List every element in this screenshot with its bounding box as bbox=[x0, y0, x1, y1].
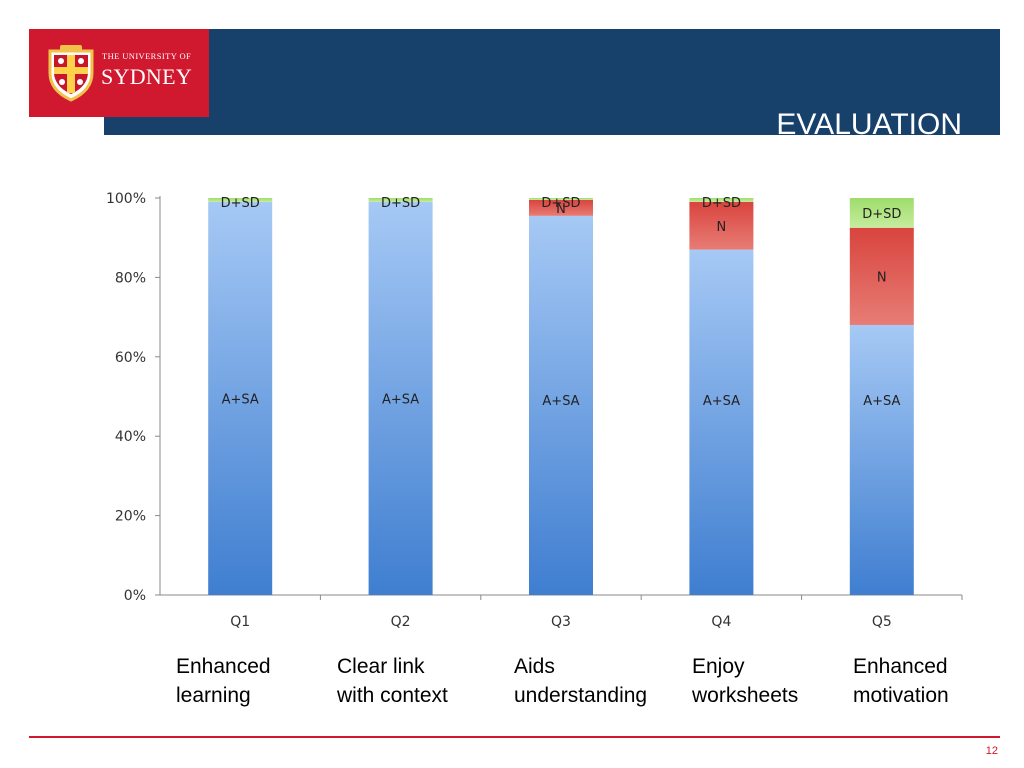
bar-segment-dsd-q2 bbox=[368, 198, 433, 202]
bar-segment-asa-q2 bbox=[368, 201, 433, 595]
x-tick-label: Q4 bbox=[711, 614, 731, 630]
category-description-q4: Enjoy worksheets bbox=[692, 655, 799, 707]
bar-segment-n-q4 bbox=[689, 201, 754, 250]
x-tick-label: Q5 bbox=[872, 614, 892, 630]
footer-divider bbox=[29, 736, 1000, 738]
university-logo: THE UNIVERSITY OF SYDNEY bbox=[29, 29, 209, 117]
bar-segment-n-q5 bbox=[849, 227, 914, 326]
segment-label-dsd-q2: D+SD bbox=[381, 196, 420, 211]
segment-label-n-q3: N bbox=[556, 202, 566, 217]
bar-segment-asa-q3 bbox=[529, 215, 593, 596]
category-description-q3: Aids understanding bbox=[514, 655, 648, 707]
y-tick-label: 80% bbox=[115, 270, 146, 286]
segment-label-dsd-q3: D+SD bbox=[541, 196, 580, 211]
segment-label-n-q4: N bbox=[717, 220, 727, 235]
segment-label-asa-q2: A+SA bbox=[382, 392, 419, 407]
bar-segment-dsd-q4 bbox=[689, 198, 754, 202]
category-description-q1: Enhanced learning bbox=[176, 655, 271, 707]
x-tick-label: Q2 bbox=[391, 614, 411, 630]
category-description-q5: Enhanced motivation bbox=[853, 655, 949, 707]
y-tick-label: 100% bbox=[106, 191, 146, 207]
segment-label-dsd-q1: D+SD bbox=[221, 196, 260, 211]
segment-label-asa-q5: A+SA bbox=[863, 394, 900, 409]
segment-label-dsd-q4: D+SD bbox=[702, 196, 741, 211]
bar-segment-n-q3 bbox=[529, 199, 593, 216]
x-tick-label: Q3 bbox=[551, 614, 571, 630]
y-tick-label: 60% bbox=[115, 350, 146, 366]
header-bar: EVALUATION bbox=[104, 29, 1000, 141]
crest-icon bbox=[48, 45, 94, 102]
segment-label-asa-q4: A+SA bbox=[703, 394, 740, 409]
y-tick-label: 40% bbox=[115, 429, 146, 445]
slide-title: EVALUATION bbox=[776, 108, 962, 141]
page-number: 12 bbox=[985, 745, 998, 757]
segment-label-dsd-q5: D+SD bbox=[862, 207, 901, 222]
category-description-q2: Clear link with context bbox=[337, 655, 448, 707]
segment-label-n-q5: N bbox=[877, 270, 887, 285]
x-tick-label: Q1 bbox=[230, 614, 250, 630]
segment-label-asa-q3: A+SA bbox=[542, 394, 579, 409]
bar-segment-asa-q5 bbox=[849, 325, 914, 595]
bar-segment-asa-q1 bbox=[208, 201, 273, 595]
logo-line-university: THE UNIVERSITY OF bbox=[102, 51, 192, 61]
logo-line-sydney: SYDNEY bbox=[101, 64, 193, 89]
bar-segment-dsd-q5 bbox=[849, 198, 914, 228]
segment-label-asa-q1: A+SA bbox=[222, 392, 259, 407]
stacked-bar-chart: 0% 20% 40% 60% 80% 100% A+SA D+SD Q1 A+SA D+SD Q2 A+… bbox=[106, 191, 963, 630]
bar-segment-dsd-q3 bbox=[529, 198, 593, 200]
y-tick-label: 20% bbox=[115, 509, 146, 525]
bar-segment-asa-q4 bbox=[689, 249, 754, 596]
bar-segment-dsd-q1 bbox=[208, 198, 273, 202]
y-tick-label: 0% bbox=[124, 588, 146, 604]
